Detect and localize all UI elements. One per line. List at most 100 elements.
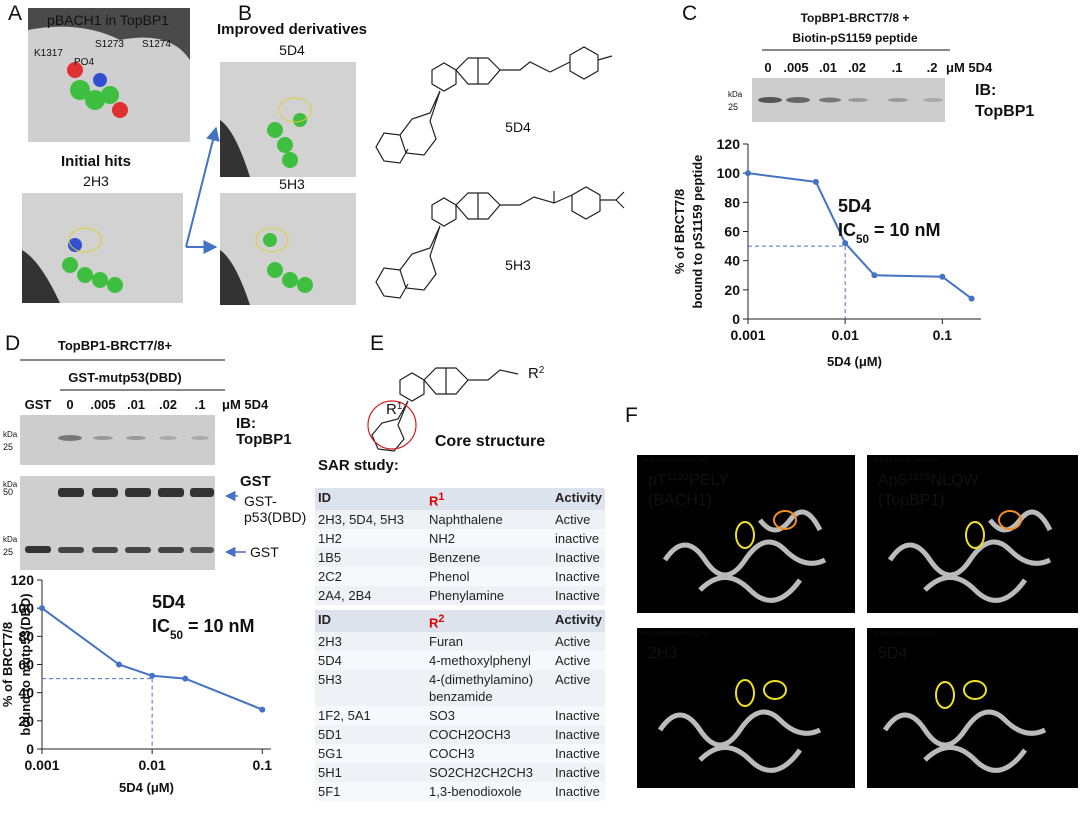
sar-heading: SAR study:	[318, 457, 399, 474]
x-tick-label: 0.001	[24, 757, 59, 773]
table-cell: SO2CH2CH2CH3	[426, 763, 552, 783]
table-cell: 1F2, 5A1	[315, 706, 426, 726]
table-cell: 4-(dimethylamino) benzamide	[426, 670, 552, 707]
y-tick-label: 0	[732, 311, 740, 327]
data-point	[182, 675, 189, 682]
table-cell: Inactive	[552, 567, 605, 587]
data-point	[842, 240, 849, 247]
table-cell: Inactive	[552, 706, 605, 726]
lane-label: .005	[783, 60, 808, 75]
table-cell: 5H3	[315, 670, 426, 707]
panel-letter: F	[625, 404, 638, 427]
y-tick-label: 60	[18, 657, 34, 673]
marker-label: 50	[3, 487, 13, 497]
table-row: 5H1 SO2CH2CH2CH3 Inactive	[315, 763, 605, 783]
watermark: For Educational Use Only	[639, 458, 707, 464]
table-cell: inactive	[552, 529, 605, 549]
table-row: 2A4, 2B4 Phenylamine Inactive	[315, 586, 605, 606]
lane-label: .1	[892, 60, 903, 75]
marker-label: 25	[728, 102, 738, 112]
compound-label: 5D4	[279, 42, 305, 58]
y-tick-label: 0	[26, 741, 34, 757]
header-cell: ID	[315, 610, 426, 633]
compound-label: 5H3	[279, 176, 305, 192]
y-tick-label: 120	[717, 136, 741, 152]
y-axis-label: bound to pS1159 peptide	[690, 155, 705, 309]
x-tick-label: 0.1	[253, 757, 273, 773]
table-cell: 1B5	[315, 548, 426, 568]
marker-label: 25	[3, 442, 13, 452]
y-tick-label: 20	[18, 713, 34, 729]
table-row: 5G1 COCH3 Inactive	[315, 744, 605, 764]
text-part: = 10 nM	[183, 616, 255, 636]
structure-label: ApS1159NLQW	[878, 472, 979, 490]
kda-label: kDa	[3, 430, 18, 439]
header-sup: 1	[438, 491, 445, 503]
lane-label: .01	[127, 397, 145, 412]
y-tick-label: 40	[18, 685, 34, 701]
table-cell: Inactive	[552, 782, 605, 802]
text-part: 50	[170, 629, 184, 642]
x-axis-label: 5D4 (μM)	[827, 354, 882, 369]
blot-title: GST-mutp53(DBD)	[68, 370, 181, 385]
annotation: IC50 = 10 nM	[838, 220, 941, 246]
text-part: 2	[539, 365, 544, 376]
compound-label: 5D4	[505, 119, 531, 135]
data-point	[939, 273, 946, 280]
header-cell: Activity	[552, 488, 605, 511]
text-part: PELY	[689, 472, 729, 489]
lane-label: .01	[819, 60, 837, 75]
table-cell: 1,3-benodioxole	[426, 782, 552, 802]
image-title: pBACH1 in TopBP1	[47, 12, 169, 28]
text-part: 1	[397, 401, 402, 412]
header-cell: R1	[426, 488, 552, 511]
table-cell: Inactive	[552, 725, 605, 745]
lane-label: .02	[848, 60, 866, 75]
chemical-structures	[367, 46, 625, 452]
table-cell: Active	[552, 632, 605, 652]
residue-label: PO4	[74, 57, 94, 68]
panel-letter: C	[682, 2, 697, 25]
table-cell: COCH3	[426, 744, 552, 764]
lane-unit: μM 5D4	[222, 397, 269, 412]
text-part: R	[528, 365, 539, 382]
residue-label: K1317	[34, 48, 63, 59]
data-point	[259, 706, 266, 713]
table-row: 2C2 Phenol Inactive	[315, 567, 605, 587]
table-cell: SO3	[426, 706, 552, 726]
y-tick-label: 80	[724, 194, 740, 210]
y-tick-label: 40	[724, 253, 740, 269]
table-row: 5F1 1,3-benodioxole Inactive	[315, 782, 605, 802]
text-part: 2H3	[648, 645, 677, 662]
header-text: R	[429, 615, 439, 631]
r-group: R2	[528, 365, 544, 383]
table-row: 1H2 NH2 inactive	[315, 529, 605, 549]
y-axis-label: % of BRCT7/8	[672, 189, 687, 274]
table-cell: 4-methoxylphenyl	[426, 651, 552, 671]
text-part: 50	[856, 233, 870, 246]
y-tick-label: 20	[724, 282, 740, 298]
table-cell: Phenol	[426, 567, 552, 587]
panel-letter: A	[8, 2, 22, 25]
blot-title: TopBP1-BRCT7/8+	[58, 338, 173, 353]
structure-label: (TopBP1)	[878, 492, 945, 509]
y-axis-label: % of BRCT7/8	[0, 622, 15, 707]
x-tick-label: 0.01	[139, 757, 166, 773]
r-group: R1	[386, 401, 402, 419]
header-sup: 2	[438, 613, 445, 625]
table-cell: Active	[552, 510, 605, 530]
annotation: 5D4	[838, 196, 871, 216]
text-part: 1159	[908, 472, 931, 483]
text-part: ApS	[878, 472, 908, 489]
table-row: 2H3, 5D4, 5H3 Naphthalene Active	[315, 510, 605, 530]
band-label: p53(DBD)	[244, 509, 306, 525]
protein-surface-images	[22, 8, 356, 305]
compound-label: 2H3	[83, 173, 109, 189]
data-point	[149, 672, 156, 679]
table-row: 2H3 Furan Active	[315, 632, 605, 652]
band-label: GST	[250, 544, 279, 560]
data-point	[812, 178, 819, 185]
western-blots	[20, 49, 950, 570]
table-cell: 5H1	[315, 763, 426, 783]
